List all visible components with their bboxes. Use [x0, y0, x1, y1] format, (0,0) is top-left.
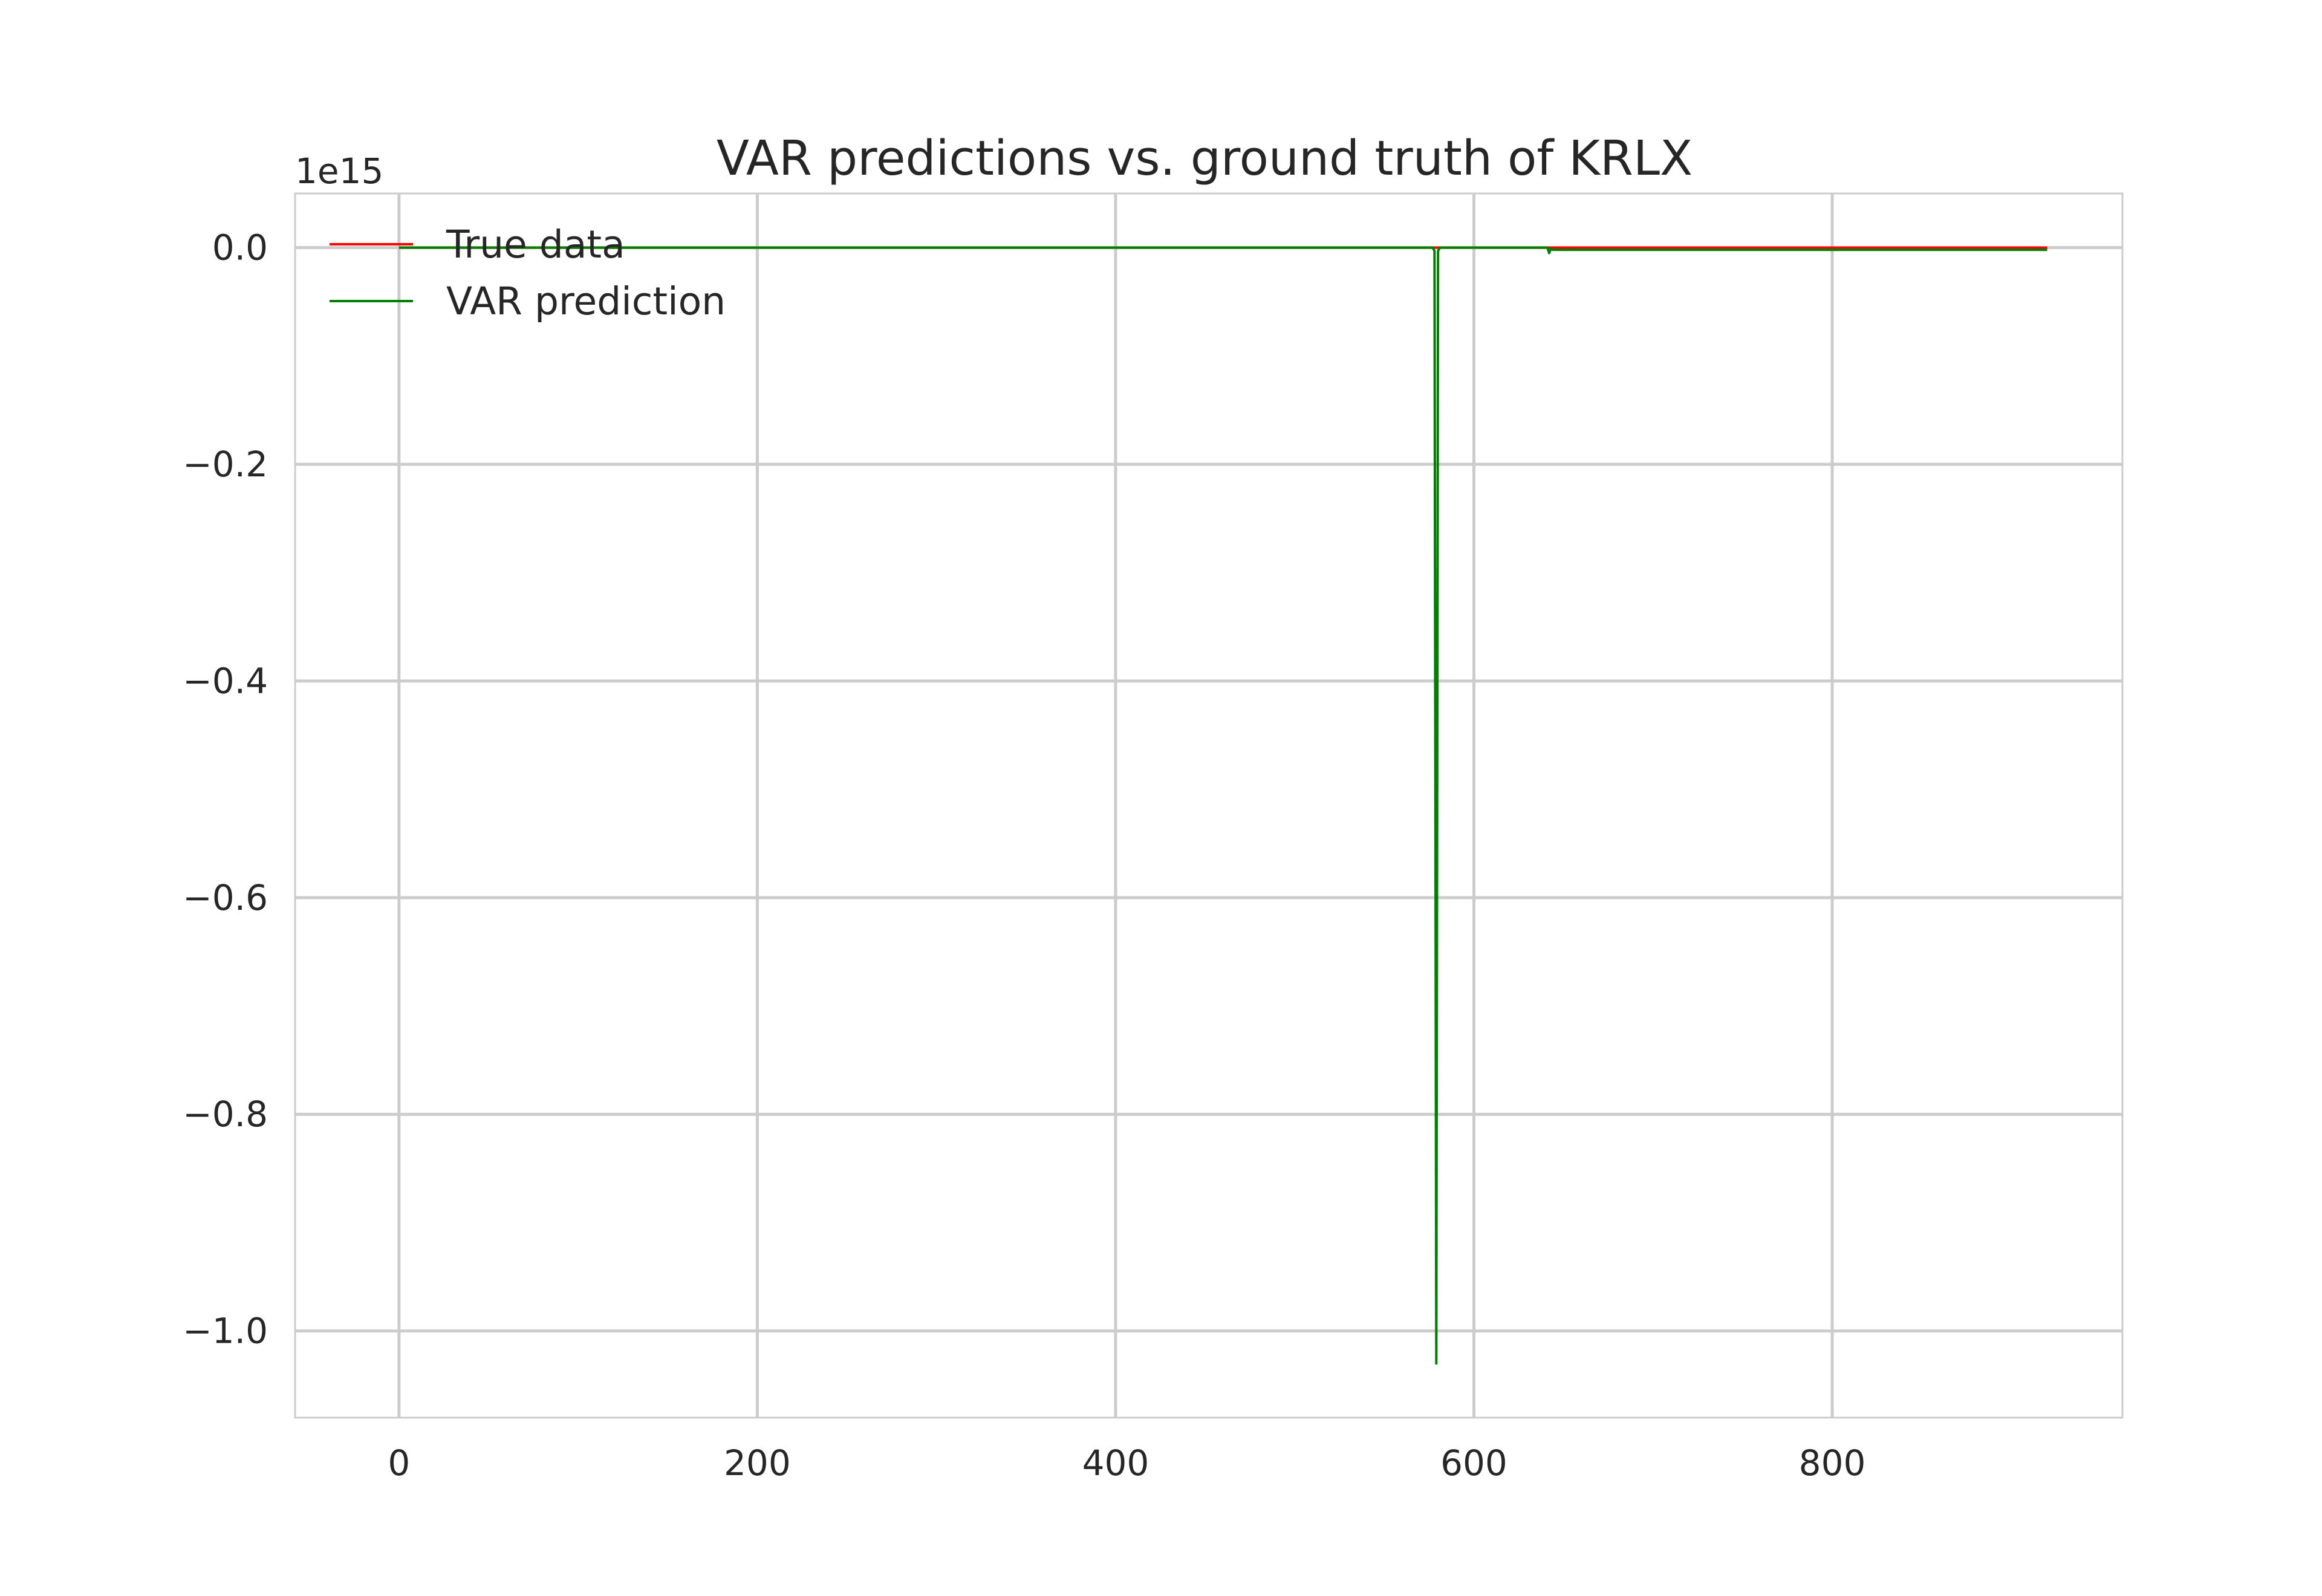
- y-tick-label: 0.0: [212, 227, 268, 268]
- legend: True data VAR prediction: [330, 222, 726, 323]
- x-tick-label: 400: [1082, 1442, 1150, 1484]
- legend-label: VAR prediction: [446, 279, 726, 323]
- x-tick-label: 600: [1440, 1442, 1507, 1484]
- axes-background: [295, 193, 2122, 1418]
- series-group: [398, 246, 2047, 1365]
- x-tick-label: 0: [388, 1442, 410, 1484]
- series-line-var-prediction: [398, 246, 2047, 1365]
- plot-area: [294, 192, 2124, 1419]
- axes-frame: [294, 192, 2124, 1419]
- x-tick-label: 200: [724, 1442, 791, 1484]
- y-tick-label: −0.6: [183, 877, 268, 918]
- y-offset-label: 1e15: [295, 151, 383, 192]
- y-axis-ticks: 0.0 −0.2 −0.4 −0.6 −0.8 −1.0: [183, 227, 268, 1352]
- y-tick-label: −0.8: [183, 1094, 268, 1135]
- legend-label: True data: [446, 222, 625, 267]
- y-tick-label: −0.4: [183, 660, 268, 701]
- y-tick-label: −0.2: [183, 444, 268, 485]
- x-tick-label: 800: [1799, 1442, 1866, 1484]
- grid: [295, 193, 2122, 1418]
- chart-title: VAR predictions vs. ground truth of KRLX: [717, 131, 1693, 186]
- x-axis-ticks: 0 200 400 600 800: [388, 1442, 1865, 1484]
- y-tick-label: −1.0: [183, 1311, 268, 1352]
